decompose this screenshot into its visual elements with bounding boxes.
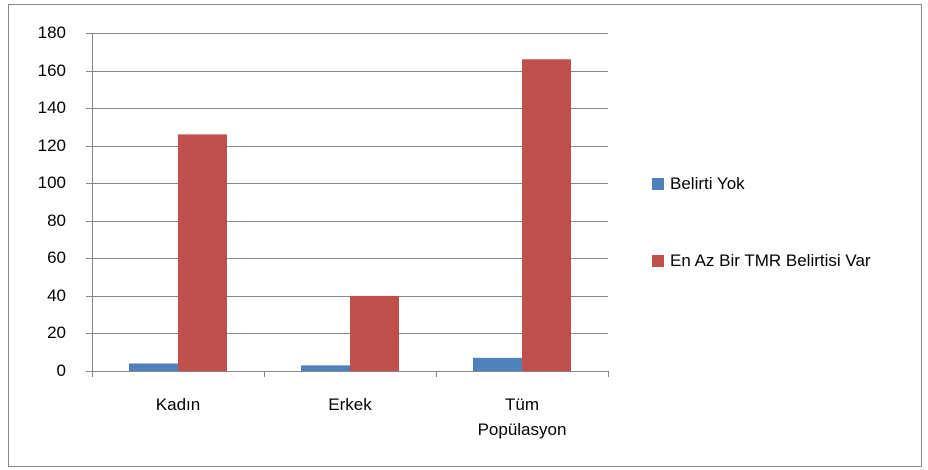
y-tick-label: 20 bbox=[47, 323, 66, 342]
y-tick-label: 0 bbox=[57, 361, 66, 380]
legend-label: En Az Bir TMR Belirtisi Var bbox=[670, 251, 871, 270]
y-tick-label: 40 bbox=[47, 286, 66, 305]
bar bbox=[129, 363, 178, 371]
y-tick-label: 140 bbox=[38, 98, 66, 117]
legend-swatch bbox=[652, 255, 664, 267]
bar bbox=[301, 365, 350, 371]
y-tick-label: 60 bbox=[47, 248, 66, 267]
x-tick-label: Erkek bbox=[328, 395, 372, 414]
x-tick-label: Tüm Popülasyon bbox=[477, 395, 567, 439]
y-tick-label: 100 bbox=[38, 173, 66, 192]
legend-swatch bbox=[652, 178, 664, 190]
y-tick-label: 80 bbox=[47, 211, 66, 230]
y-tick-label: 120 bbox=[38, 136, 66, 155]
bar bbox=[473, 357, 522, 371]
chart-border bbox=[8, 4, 922, 467]
bar bbox=[522, 59, 571, 372]
y-tick-label: 160 bbox=[38, 61, 66, 80]
bar bbox=[350, 295, 399, 371]
bar bbox=[178, 134, 227, 371]
legend-label: Belirti Yok bbox=[670, 174, 745, 193]
x-tick-label: Kadın bbox=[155, 395, 201, 414]
y-tick-label: 180 bbox=[38, 23, 66, 42]
